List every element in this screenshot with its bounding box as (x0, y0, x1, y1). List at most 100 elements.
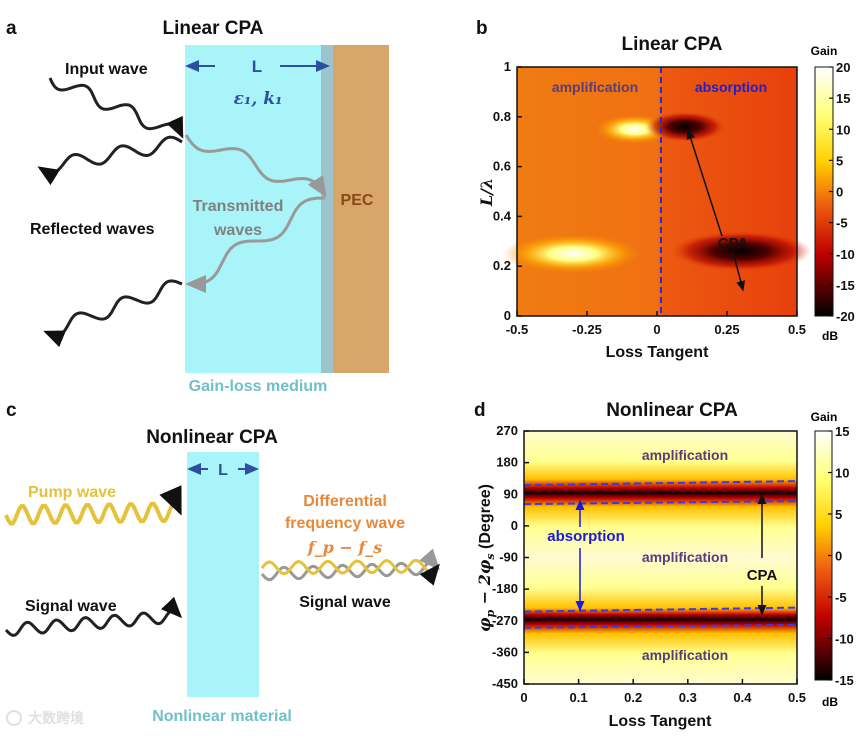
x-tick-label: 0 (653, 322, 660, 337)
cpa-arrow-2 (732, 251, 746, 292)
colorbar-title: Gain (811, 410, 838, 424)
cpa-arrow-1 (686, 128, 723, 237)
amplification-label-top: amplification (642, 447, 728, 463)
pec-label: PEC (341, 192, 374, 209)
colorbar-tick-label: 0 (835, 549, 842, 564)
material-label: Nonlinear material (152, 708, 292, 725)
y-tick-label: 0.8 (493, 109, 511, 124)
y-axis-label: φp − 2φs (Degree) (475, 484, 497, 632)
absorption-band-edge (523, 623, 798, 629)
reflected-waves-label: Reflected waves (30, 221, 155, 238)
absorption-band-edge (523, 606, 798, 613)
x-tick-label: 0 (520, 690, 527, 705)
y-tick-label: 0.2 (493, 258, 511, 273)
watermark: 大数跨境 (6, 710, 84, 726)
absorption-label: absorption (695, 79, 767, 95)
chart-title: Nonlinear CPA (606, 400, 738, 421)
diff-frequency-wave (260, 558, 440, 586)
input-wave-label: Input wave (65, 61, 148, 78)
x-tick-label: 0.4 (733, 690, 752, 705)
cpa-label: CPA (747, 567, 778, 584)
nonlinear-material (187, 452, 259, 697)
y-tick-label: -360 (492, 644, 518, 659)
signal-wave-out-label: Signal wave (299, 594, 391, 611)
absorption-band-edge (523, 480, 798, 487)
colorbar-tick-label: -5 (835, 590, 847, 605)
diff-wave-formula: f_p − f_s (307, 538, 383, 557)
y-tick-label: -450 (492, 676, 518, 691)
y-label-unit: (Degree) (477, 484, 494, 553)
watermark-logo-icon (6, 710, 22, 726)
y-tick-label: 0 (504, 308, 511, 323)
y-tick-label: 0.6 (493, 159, 511, 174)
gain-maximum (503, 233, 643, 274)
colorbar-tick-label: 10 (836, 122, 850, 137)
length-label: L (252, 57, 262, 76)
y-label-sub-s: s (484, 553, 497, 559)
material-params: ε₁, k₁ (234, 89, 283, 109)
colorbar-unit: dB (822, 695, 838, 709)
chart-title: Linear CPA (621, 34, 722, 55)
panel-d: d Nonlinear CPA amplification amplificat… (474, 400, 854, 730)
x-tick-label: 0.3 (679, 690, 697, 705)
panel-letter: a (6, 18, 17, 39)
colorbar-tick-label: 5 (835, 507, 842, 522)
interface-layer (321, 45, 333, 373)
y-label-mid: − 2φ (475, 559, 494, 610)
panel-letter: b (476, 18, 488, 39)
x-tick-label: 0.5 (788, 322, 806, 337)
amplification-label-mid: amplification (642, 549, 728, 565)
y-tick-label: 1 (504, 59, 511, 74)
x-tick-label: 0.25 (714, 322, 739, 337)
amplification-label-bottom: amplification (642, 647, 728, 663)
y-axis-label: L/λ (477, 178, 496, 207)
x-tick-label: 0.1 (570, 690, 588, 705)
colorbar-tick-label: 5 (836, 153, 843, 168)
panel-c: c Nonlinear CPA L Pump wave Signal wave … (4, 400, 440, 725)
pump-wave (4, 485, 182, 526)
x-tick-label: -0.5 (506, 322, 528, 337)
colorbar-tick-label: 0 (836, 185, 843, 200)
amplification-label: amplification (552, 79, 638, 95)
cpa-point (645, 111, 725, 142)
y-tick-label: 180 (496, 455, 518, 470)
pump-wave-label: Pump wave (28, 484, 116, 501)
colorbar-title: Gain (811, 44, 838, 58)
panel-a: a Linear CPA L ε₁, k₁ Input wave Reflect… (6, 18, 389, 395)
colorbar-tick-label: -15 (835, 673, 854, 688)
colorbar-tick-label: 10 (835, 466, 849, 481)
y-tick-label: 90 (504, 486, 518, 501)
y-tick-label: 270 (496, 423, 518, 438)
heatmap-background (517, 67, 797, 316)
diff-wave-label-1: Differential (303, 493, 387, 510)
panel-title: Linear CPA (162, 18, 263, 39)
x-tick-label: -0.25 (572, 322, 602, 337)
y-tick-label: 0 (511, 518, 518, 533)
panel-title: Nonlinear CPA (146, 427, 278, 448)
signal-wave-in (4, 596, 183, 637)
colorbar-tick-label: -10 (836, 247, 855, 262)
signal-wave-out (260, 548, 440, 582)
transmitted-wave-forward (184, 134, 327, 198)
transmitted-label-1: Transmitted (193, 198, 284, 215)
heatmap-background (524, 431, 797, 684)
colorbar-tick-label: -15 (836, 278, 855, 293)
x-axis-label: Loss Tangent (609, 713, 712, 730)
y-tick-label: -180 (492, 581, 518, 596)
transmitted-label-2: waves (213, 222, 262, 239)
colorbar-tick-label: 15 (835, 424, 849, 439)
y-tick-label: 0.4 (493, 208, 512, 223)
pec-block (333, 45, 389, 373)
diff-wave-label-2: frequency wave (285, 515, 405, 532)
colorbar-tick-label: -10 (835, 632, 854, 647)
heatmap-linear: amplification absorption CPA (503, 66, 811, 317)
transmitted-wave-back (185, 196, 325, 293)
absorption-band-edge (523, 500, 798, 506)
signal-wave-in-label: Signal wave (25, 598, 117, 615)
x-axis-label: Loss Tangent (606, 344, 709, 361)
reflected-wave-2 (43, 279, 183, 348)
panel-b: b Linear CPA amplification absorption CP… (476, 18, 855, 361)
watermark-text: 大数跨境 (28, 710, 84, 726)
heatmap-nonlinear: amplification amplification amplificatio… (523, 430, 798, 685)
